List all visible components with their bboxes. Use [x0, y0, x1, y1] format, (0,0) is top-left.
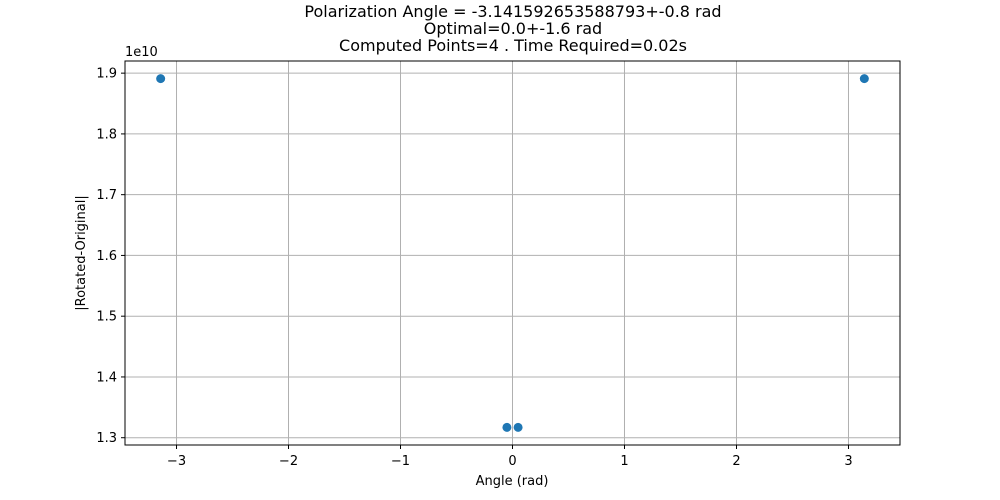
- x-tick-label: −1: [391, 454, 410, 469]
- x-tick-label: 0: [508, 454, 516, 469]
- x-axis-ticks: −3 −2 −1 0 1 2 3: [167, 445, 853, 469]
- x-tick-label: −3: [167, 454, 186, 469]
- title-line-1: Polarization Angle = -3.141592653588793+…: [304, 2, 721, 21]
- y-offset-label: 1e10: [125, 45, 158, 60]
- data-point: [156, 74, 166, 84]
- y-tick-label: 1.3: [96, 431, 117, 446]
- x-tick-label: 1: [620, 454, 628, 469]
- y-tick-label: 1.9: [96, 67, 117, 82]
- y-tick-label: 1.6: [96, 249, 117, 264]
- y-tick-label: 1.4: [96, 370, 117, 385]
- title-line-3: Computed Points=4 . Time Required=0.02s: [339, 36, 687, 55]
- data-point: [859, 74, 869, 84]
- title-line-2: Optimal=0.0+-1.6 rad: [424, 19, 602, 38]
- y-tick-label: 1.7: [96, 188, 117, 203]
- x-tick-label: −2: [279, 454, 298, 469]
- chart-title: Polarization Angle = -3.141592653588793+…: [304, 2, 721, 55]
- y-tick-label: 1.8: [96, 127, 117, 142]
- y-axis-label: |Rotated-Original|: [74, 195, 89, 311]
- x-tick-label: 3: [844, 454, 852, 469]
- y-tick-label: 1.5: [96, 310, 117, 325]
- data-point: [513, 422, 523, 432]
- plot-frame: [124, 60, 901, 446]
- y-axis-ticks: 1.3 1.4 1.5 1.6 1.7 1.8 1.9: [96, 67, 125, 446]
- data-point: [502, 422, 512, 432]
- x-tick-label: 2: [732, 454, 740, 469]
- grid: [125, 61, 900, 445]
- data-points: [156, 74, 869, 432]
- x-axis-label: Angle (rad): [476, 474, 549, 489]
